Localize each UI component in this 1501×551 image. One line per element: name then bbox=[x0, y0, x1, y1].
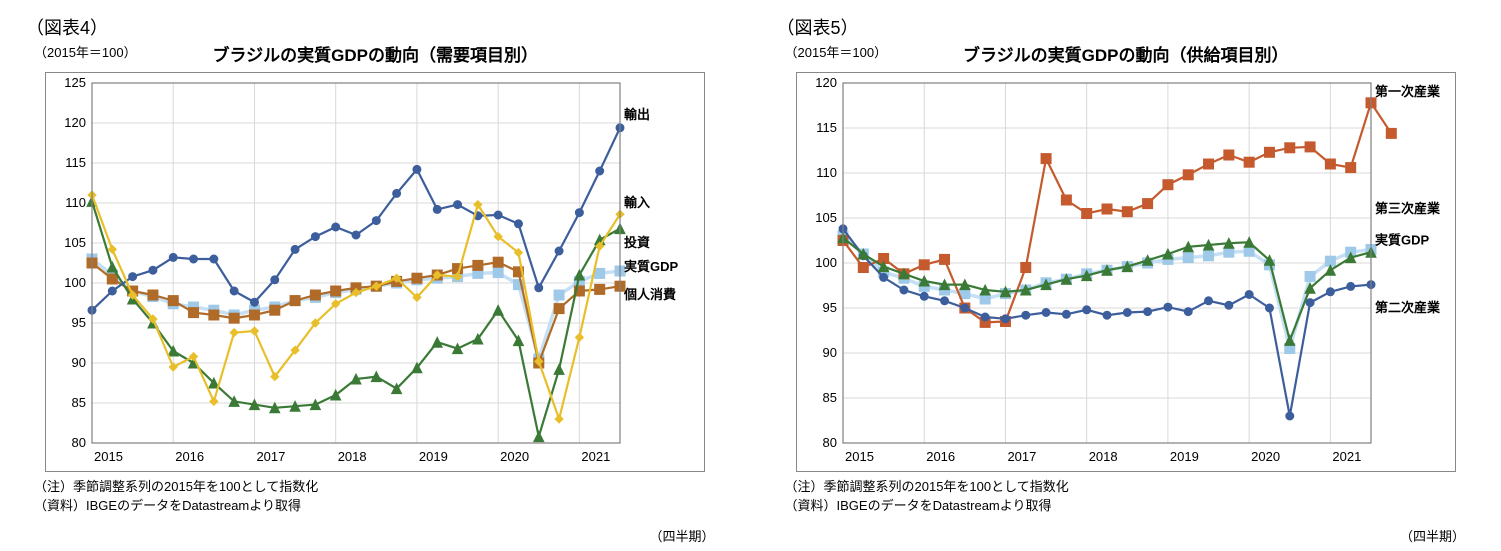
note1-right: （注）季節調整系列の2015年を100として指数化 bbox=[785, 476, 1486, 495]
svg-text:2015: 2015 bbox=[94, 449, 123, 464]
chart-area-left: 80 85 90 95 100 105 110 115 120 125 2015 2016 2017 20… bbox=[45, 72, 705, 472]
svg-text:2016: 2016 bbox=[175, 449, 204, 464]
svg-text:2018: 2018 bbox=[1088, 449, 1117, 464]
svg-text:2019: 2019 bbox=[1170, 449, 1199, 464]
svg-text:2020: 2020 bbox=[1251, 449, 1280, 464]
footer-notes-left: （注）季節調整系列の2015年を100として指数化 （資料）IBGEのデータをD… bbox=[34, 476, 735, 514]
svg-text:120: 120 bbox=[815, 75, 837, 90]
svg-text:100: 100 bbox=[815, 255, 837, 270]
svg-text:個人消費: 個人消費 bbox=[623, 287, 676, 302]
svg-text:95: 95 bbox=[72, 315, 86, 330]
svg-text:100: 100 bbox=[65, 275, 87, 290]
svg-text:105: 105 bbox=[65, 235, 87, 250]
svg-text:輸出: 輸出 bbox=[624, 107, 650, 122]
svg-text:2016: 2016 bbox=[926, 449, 955, 464]
svg-text:2015: 2015 bbox=[845, 449, 874, 464]
svg-text:95: 95 bbox=[822, 300, 836, 315]
svg-text:第三次産業: 第三次産業 bbox=[1375, 201, 1441, 216]
svg-text:80: 80 bbox=[72, 435, 86, 450]
svg-text:110: 110 bbox=[66, 195, 87, 210]
svg-text:90: 90 bbox=[72, 355, 86, 370]
footer-notes-right: （注）季節調整系列の2015年を100として指数化 （資料）IBGEのデータをD… bbox=[785, 476, 1486, 514]
right-chart-panel: （図表5） （2015年＝100） ブラジルの実質GDPの動向（供給項目別） 8… bbox=[751, 0, 1501, 551]
svg-text:105: 105 bbox=[815, 210, 837, 225]
svg-text:115: 115 bbox=[816, 120, 837, 135]
svg-text:実質GDP: 実質GDP bbox=[624, 259, 679, 274]
chart-svg-left: 80 85 90 95 100 105 110 115 120 125 2015 2016 2017 20… bbox=[46, 73, 706, 473]
svg-text:投資: 投資 bbox=[624, 235, 650, 250]
x-unit-right: （四半期） bbox=[1400, 526, 1465, 545]
chart-svg-right: 80 85 90 95 100 105 110 115 120 2015 2016 2017 2018 2… bbox=[797, 73, 1457, 473]
svg-text:115: 115 bbox=[66, 155, 87, 170]
svg-text:125: 125 bbox=[65, 75, 87, 90]
chart-area-right: 80 85 90 95 100 105 110 115 120 2015 2016 2017 2018 2… bbox=[796, 72, 1456, 472]
note2-left: （資料）IBGEのデータをDatastreamより取得 bbox=[34, 495, 735, 514]
svg-text:2021: 2021 bbox=[582, 449, 611, 464]
svg-text:85: 85 bbox=[822, 390, 836, 405]
note1-left: （注）季節調整系列の2015年を100として指数化 bbox=[34, 476, 735, 495]
svg-text:85: 85 bbox=[72, 395, 86, 410]
svg-text:輸入: 輸入 bbox=[624, 195, 650, 210]
svg-text:120: 120 bbox=[65, 115, 87, 130]
svg-text:2018: 2018 bbox=[338, 449, 367, 464]
svg-text:2017: 2017 bbox=[1007, 449, 1036, 464]
x-unit-left: （四半期） bbox=[649, 526, 714, 545]
note2-right: （資料）IBGEのデータをDatastreamより取得 bbox=[785, 495, 1486, 514]
svg-text:第一次産業: 第一次産業 bbox=[1375, 84, 1441, 99]
svg-text:第二次産業: 第二次産業 bbox=[1375, 300, 1441, 315]
svg-text:90: 90 bbox=[822, 345, 836, 360]
figure-label-4: （図表4） bbox=[26, 14, 735, 40]
svg-text:2017: 2017 bbox=[257, 449, 286, 464]
svg-text:110: 110 bbox=[816, 165, 837, 180]
svg-text:2021: 2021 bbox=[1332, 449, 1361, 464]
svg-text:2019: 2019 bbox=[419, 449, 448, 464]
svg-text:2020: 2020 bbox=[500, 449, 529, 464]
left-chart-panel: （図表4） （2015年＝100） ブラジルの実質GDPの動向（需要項目別） 8… bbox=[0, 0, 751, 551]
svg-text:実質GDP: 実質GDP bbox=[1375, 233, 1430, 248]
svg-text:80: 80 bbox=[822, 435, 836, 450]
figure-label-5: （図表5） bbox=[777, 14, 1486, 40]
